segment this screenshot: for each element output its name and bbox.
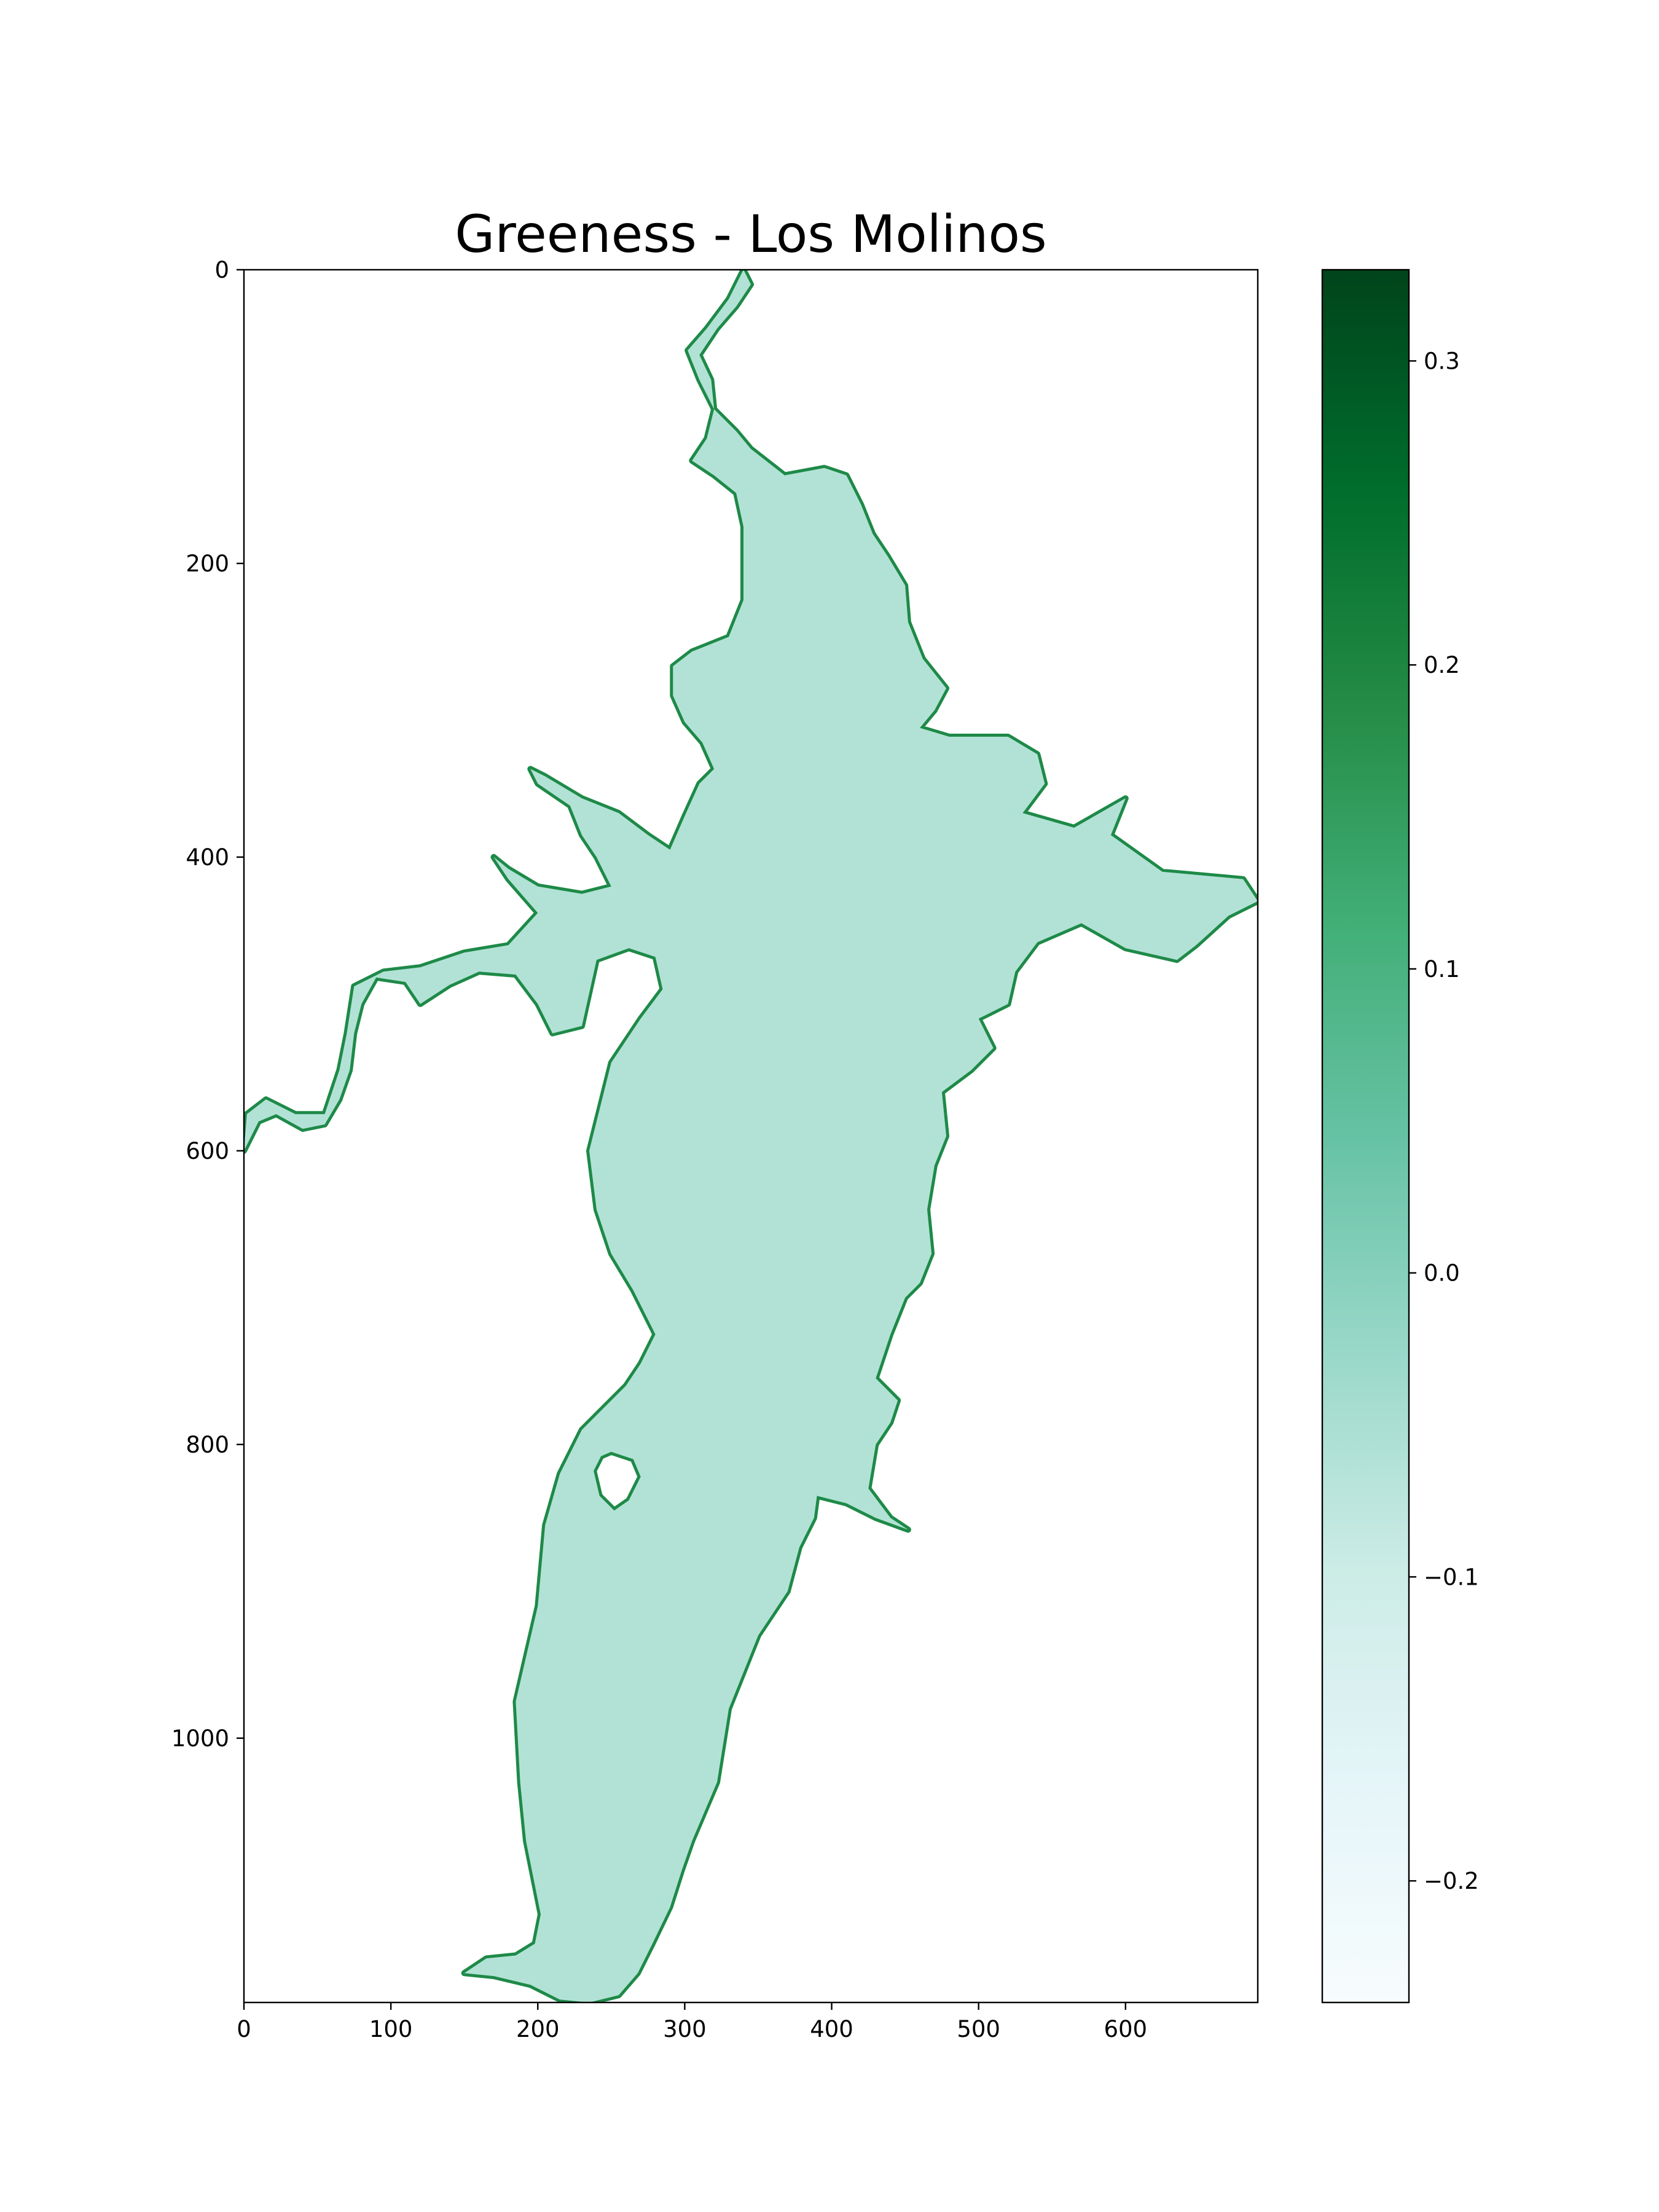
y-tick-label: 800 [186, 1432, 229, 1458]
colorbar-frame [1321, 269, 1410, 2004]
reservoir-layer [244, 270, 1258, 2002]
colorbar-tick-label: −0.2 [1424, 1868, 1479, 1894]
colorbar-tick-label: 0.0 [1424, 1260, 1460, 1287]
x-tick-label: 300 [663, 2016, 707, 2042]
y-axis: 0 200 400 600 800 1000 [171, 257, 244, 1752]
x-tick-label: 0 [237, 2016, 251, 2042]
colorbar-tick-label: 0.1 [1424, 956, 1460, 982]
colorbar-tick-label: 0.3 [1424, 348, 1460, 374]
y-tick-label: 400 [186, 844, 229, 871]
x-axis: 0 100 200 300 400 500 600 [237, 2002, 1147, 2042]
y-tick-label: 200 [186, 551, 229, 577]
colorbar-tick-label: 0.2 [1424, 652, 1460, 678]
colorbar-ticks: 0.3 0.2 0.1 0.0 −0.1 −0.2 [1409, 348, 1479, 1894]
chart-title: Greeness - Los Molinos [455, 204, 1046, 264]
x-tick-label: 400 [810, 2016, 853, 2042]
y-tick-label: 1000 [171, 1725, 229, 1752]
y-tick-label: 0 [214, 257, 229, 283]
colorbar-fill [1322, 270, 1409, 2002]
plot-area [243, 269, 1259, 2004]
colorbar-tick-label: −0.1 [1424, 1564, 1479, 1590]
x-tick-label: 500 [957, 2016, 1000, 2042]
axes-frame [243, 269, 1259, 2004]
colorbar: 0.3 0.2 0.1 0.0 −0.1 −0.2 [1321, 269, 1479, 2004]
y-tick-label: 600 [186, 1138, 229, 1164]
x-tick-label: 200 [516, 2016, 560, 2042]
x-tick-label: 100 [369, 2016, 413, 2042]
x-tick-label: 600 [1104, 2016, 1147, 2042]
reservoir-water-surface [244, 270, 1258, 2002]
